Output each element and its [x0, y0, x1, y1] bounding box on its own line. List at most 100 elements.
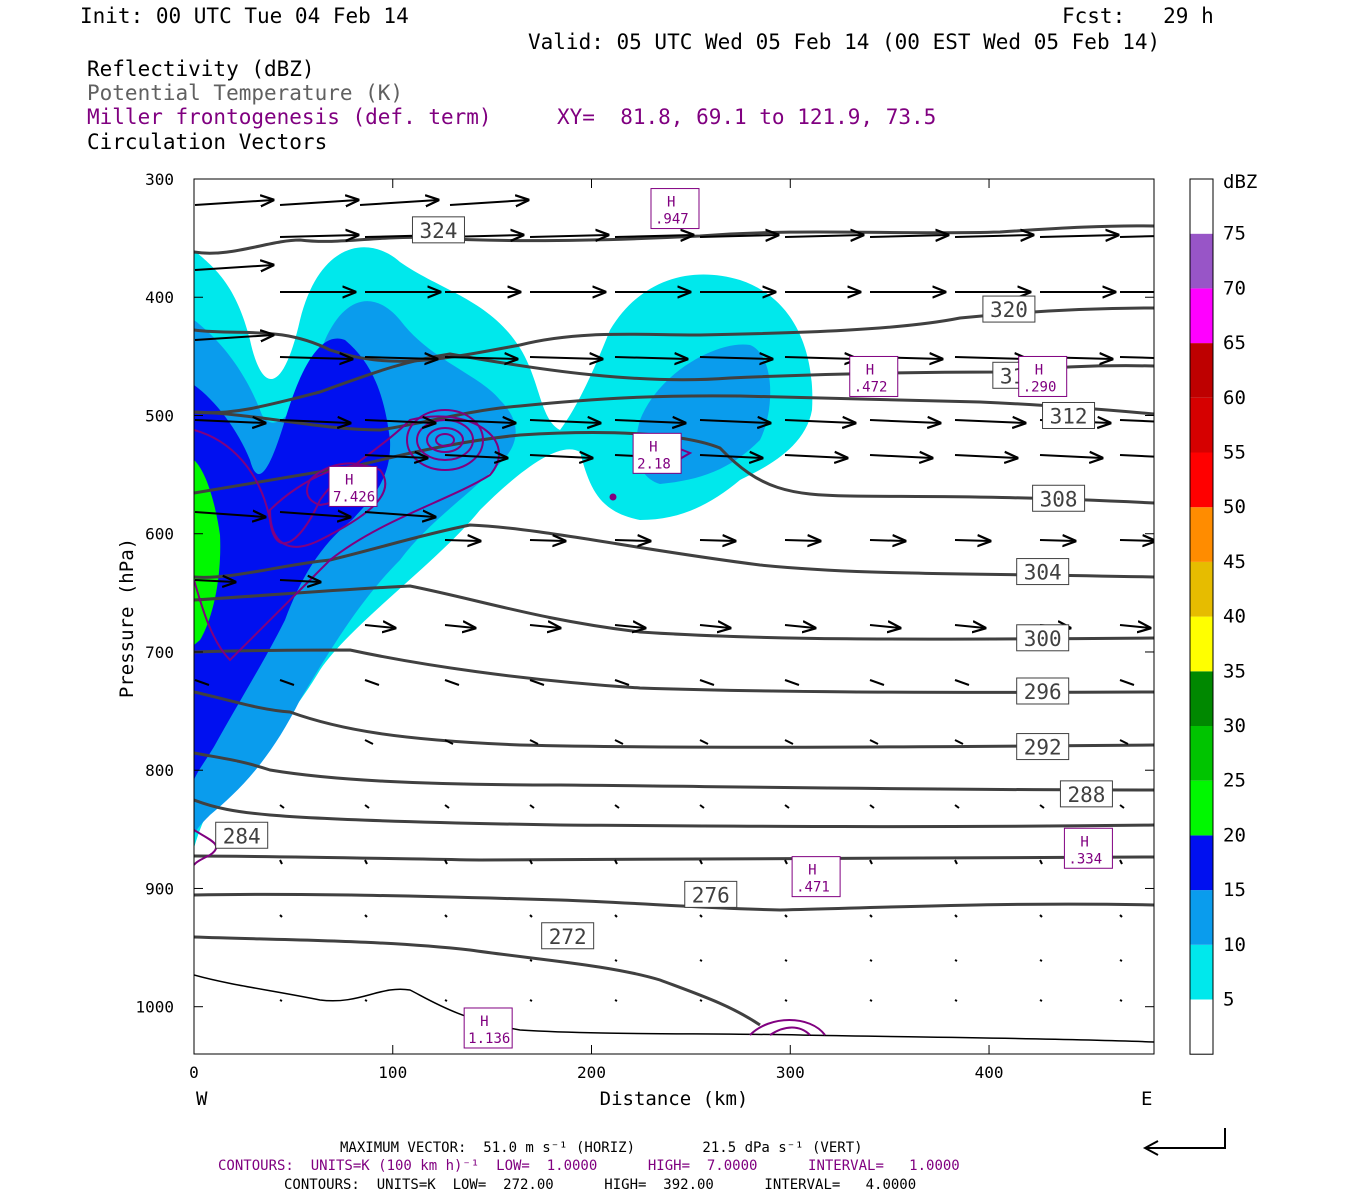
circulation-vector: [279, 804, 285, 809]
circulation-vector: [1119, 454, 1154, 458]
circulation-vector: [279, 999, 283, 1002]
dbz-colorbar: 5 10 15 20 25 30 35 40 45 50 55 60 65 70 75 dBZ: [1189, 171, 1257, 1055]
dbz-15-region: [194, 338, 391, 780]
theta-label-296: 296: [1016, 677, 1070, 705]
field-vectors: Circulation Vectors: [87, 130, 328, 154]
colorbar-segment: [1190, 233, 1213, 289]
svg-text:H: H: [1035, 362, 1043, 378]
circulation-vector: [699, 999, 703, 1002]
colorbar-segment: [1190, 616, 1213, 672]
circulation-vector: [364, 914, 368, 918]
circulation-vector: [194, 200, 273, 205]
circulation-vector: [869, 625, 900, 628]
y-tick-label: 600: [145, 525, 174, 544]
colorbar-segment: [1190, 671, 1213, 726]
field-frontogenesis: Miller frontogenesis (def. term): [87, 105, 492, 129]
svg-text:292: 292: [1024, 736, 1062, 760]
circulation-vector: [529, 625, 560, 628]
circulation-vector: [444, 357, 517, 359]
colorbar-segment: [1190, 507, 1213, 562]
circulation-vector: [1039, 455, 1102, 458]
y-tick-label: 900: [145, 879, 174, 898]
x-tick-label: 100: [378, 1063, 407, 1082]
theta-label-312: 312: [1042, 401, 1096, 429]
circulation-vector: [1119, 356, 1154, 359]
svg-text:288: 288: [1067, 783, 1105, 807]
fronto-contour: [609, 493, 617, 501]
svg-text:1.136: 1.136: [468, 1031, 510, 1047]
svg-text:H: H: [866, 362, 874, 378]
circulation-vector: [1039, 235, 1118, 237]
valid-time: Valid: 05 UTC Wed 05 Feb 14 (00 EST Wed …: [528, 30, 1161, 54]
theta-contours-info: CONTOURS: UNITS=K LOW= 272.00 HIGH= 392.…: [284, 1177, 917, 1193]
circulation-vector: [364, 357, 437, 359]
circulation-vector: [529, 235, 608, 237]
fronto-max-label: H7.426: [328, 465, 378, 507]
theta-280: [194, 854, 1154, 862]
colorbar-label: 55: [1223, 442, 1246, 464]
circulation-vector: [954, 739, 964, 745]
circulation-vector: [869, 739, 879, 745]
circulation-vector: [359, 200, 438, 205]
colorbar-segment: [1190, 288, 1213, 344]
circulation-vector: [954, 235, 1033, 237]
forecast-hour: Fcst: 29 h: [1062, 4, 1214, 28]
fronto-max-label: H.290: [1018, 355, 1068, 397]
max-vector-text: MAXIMUM VECTOR: 51.0 m s⁻¹ (HORIZ) 21.5 …: [340, 1140, 863, 1156]
svg-text:272: 272: [549, 925, 587, 949]
field-theta: Potential Temperature (K): [87, 81, 404, 105]
circulation-vector: [194, 265, 273, 270]
circulation-vector: [444, 739, 454, 745]
circulation-vector: [194, 512, 265, 517]
circulation-vector: [1119, 739, 1129, 745]
svg-text:276: 276: [692, 883, 730, 907]
theta-label-292: 292: [1016, 733, 1070, 761]
colorbar-segment: [1190, 561, 1213, 617]
circulation-vector: [1119, 540, 1154, 541]
circulation-vector: [614, 959, 618, 962]
circulation-vector: [529, 679, 545, 686]
svg-text:284: 284: [223, 824, 261, 848]
circulation-vector: [954, 959, 958, 962]
circulation-vector: [699, 235, 778, 237]
circulation-vector: [1039, 999, 1043, 1002]
circulation-vector: [364, 679, 380, 686]
circulation-vector: [699, 625, 730, 628]
circulation-vector: [444, 625, 475, 628]
circulation-vector: [449, 200, 528, 205]
y-tick-label: 300: [145, 170, 174, 189]
circulation-vector: [194, 679, 210, 686]
circulation-vector: [869, 914, 873, 918]
x-axis-title: Distance (km): [600, 1088, 749, 1110]
circulation-vector: [1039, 859, 1043, 865]
circulation-vector: [699, 804, 705, 809]
svg-text:2.18: 2.18: [637, 456, 671, 472]
circulation-vector: [279, 235, 358, 237]
circulation-vector: [529, 959, 533, 962]
fronto-contour: [406, 409, 484, 471]
theta-284: [194, 798, 1154, 829]
circulation-vector: [279, 200, 358, 205]
theta-292: [194, 690, 1154, 749]
circulation-vector: [699, 357, 772, 359]
theta-label-304: 304: [1016, 558, 1070, 586]
circulation-vector: [784, 540, 820, 541]
terrain-line: [194, 974, 1154, 1043]
svg-text:H: H: [345, 472, 353, 488]
svg-text:.334: .334: [1068, 851, 1102, 867]
circulation-vector: [869, 804, 875, 809]
circulation-vector: [444, 859, 448, 865]
circulation-vector: [869, 679, 885, 686]
circulation-vector: [614, 999, 618, 1002]
circulation-vector: [194, 420, 265, 423]
circulation-vector: [614, 540, 650, 541]
theta-label-288: 288: [1059, 780, 1113, 808]
fronto-contour: [435, 433, 455, 447]
circulation-vector: [614, 739, 624, 745]
y-tick-label: 700: [145, 643, 174, 662]
svg-text:H: H: [649, 439, 657, 455]
colorbar-label: 30: [1223, 715, 1246, 737]
svg-text:320: 320: [990, 298, 1028, 322]
circulation-vector: [529, 540, 565, 541]
circulation-vector: [529, 804, 535, 809]
